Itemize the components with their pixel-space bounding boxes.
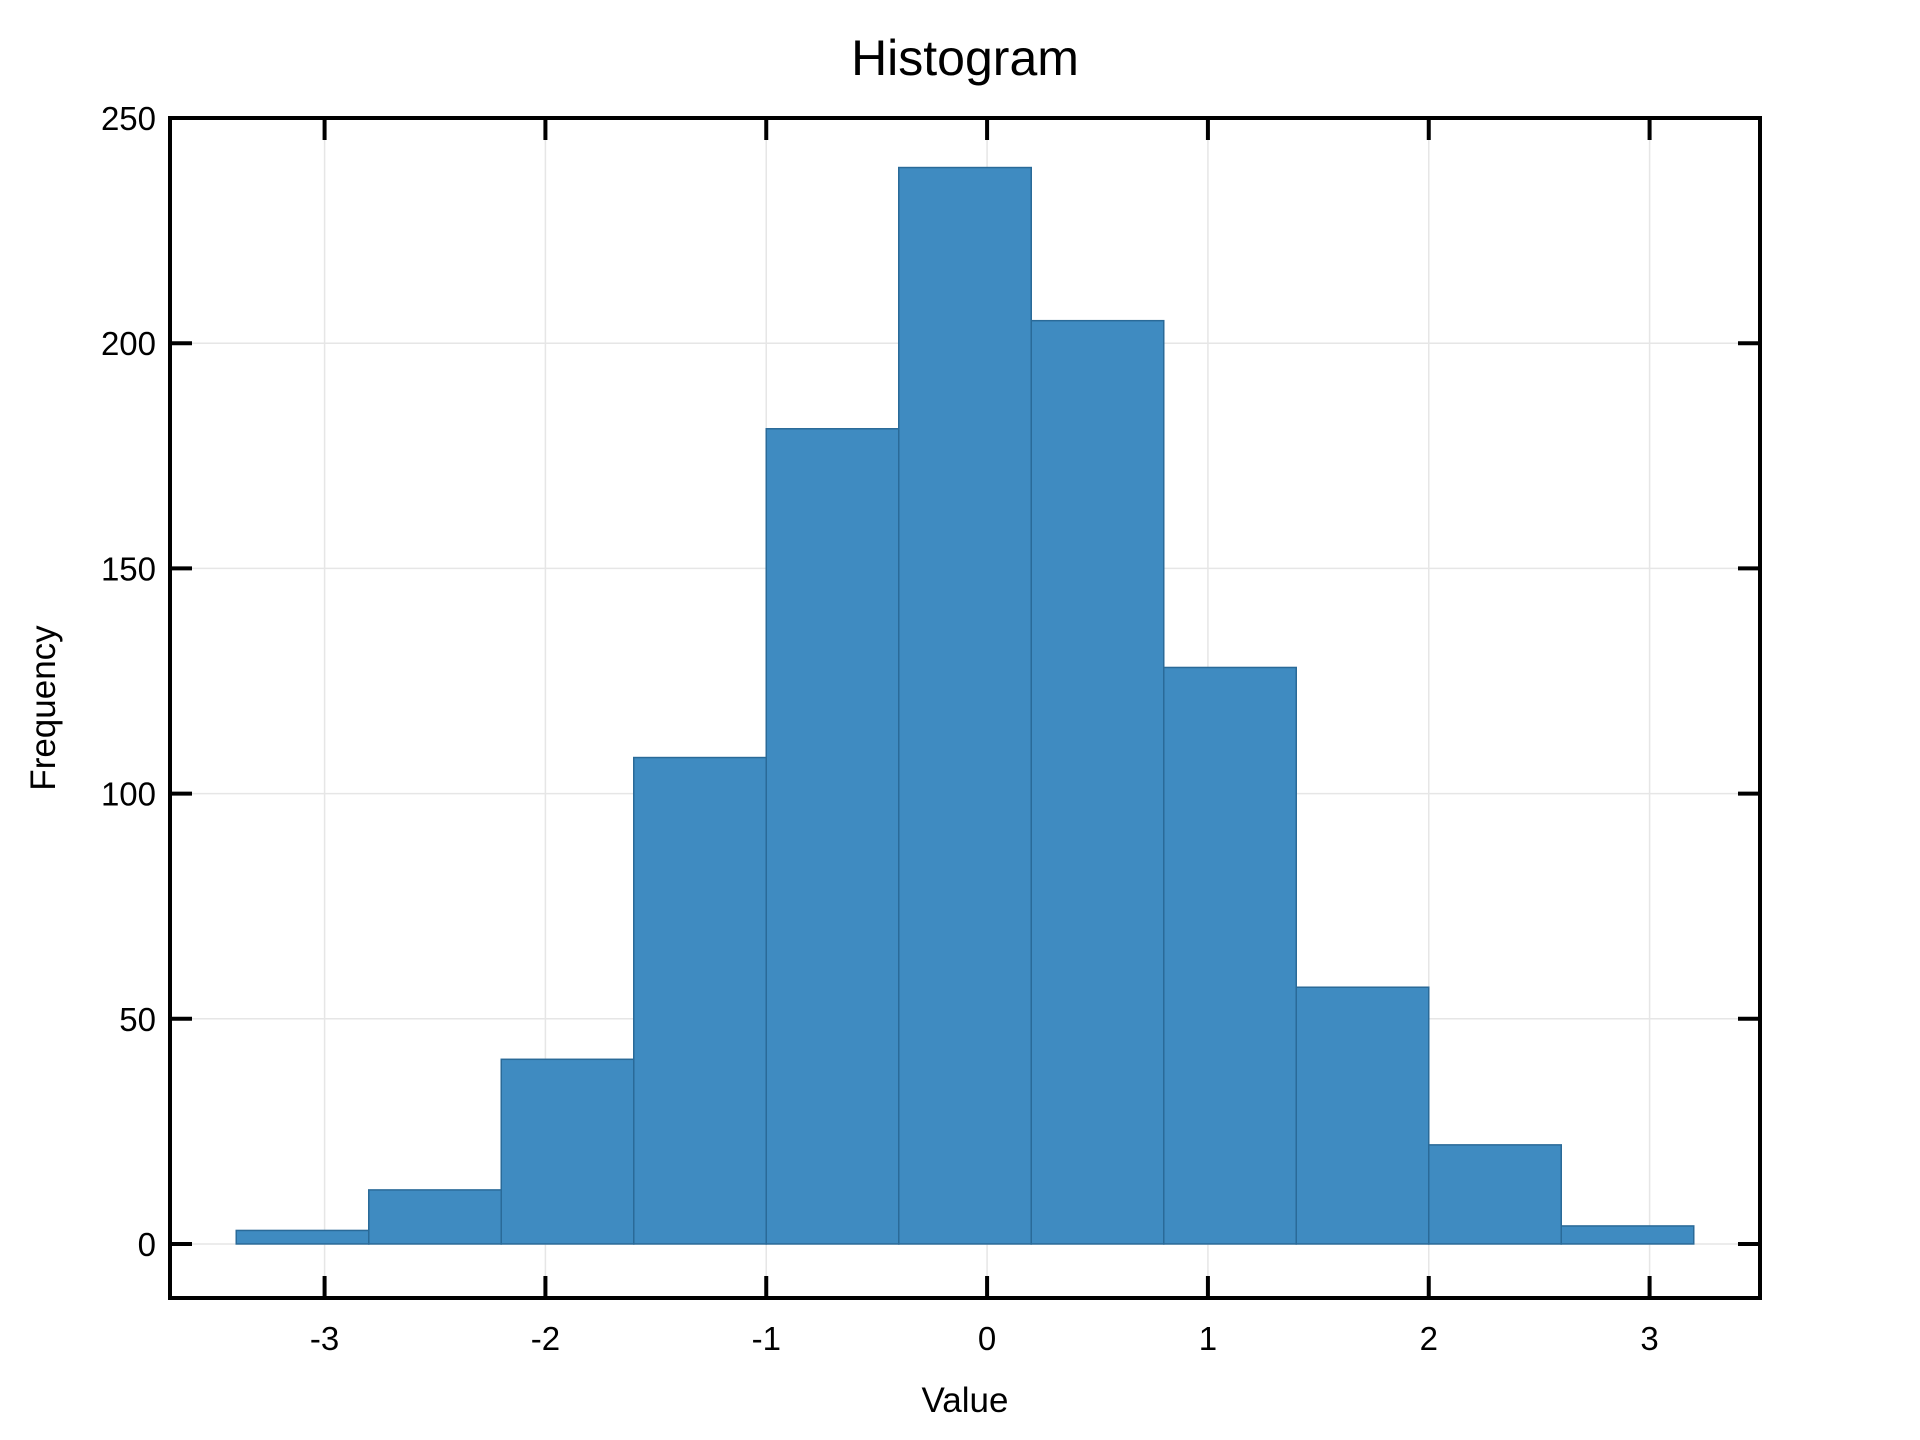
x-tick-label-5: 2 [1420, 1320, 1438, 1357]
ticks: -3 -2 -1 0 1 2 3 0 50 100 150 200 250 [101, 100, 1760, 1357]
histogram-bar-6 [1030, 319, 1165, 1245]
y-tick-label-4: 200 [101, 325, 156, 362]
x-axis-label: Value [922, 1381, 1009, 1420]
histogram-bar-2 [500, 1058, 635, 1245]
y-tick-label-3: 150 [101, 550, 156, 587]
x-tick-label-2: -1 [752, 1320, 781, 1357]
histogram-bar-7 [1163, 666, 1297, 1245]
y-axis-label: Frequency [24, 625, 63, 791]
histogram-bar-8 [1295, 986, 1430, 1245]
histogram-bar-3 [633, 756, 767, 1245]
x-tick-label-3: 0 [978, 1320, 996, 1357]
y-tick-label-2: 100 [101, 776, 156, 813]
histogram-bar-9 [1428, 1144, 1562, 1245]
x-tick-label-0: -3 [310, 1320, 339, 1357]
y-tick-label-1: 50 [119, 1001, 156, 1038]
plot-frame [168, 116, 1762, 1300]
x-tick-label-4: 1 [1199, 1320, 1217, 1357]
y-tick-label-0: 0 [138, 1226, 156, 1263]
histogram-bar-1 [368, 1189, 502, 1245]
histogram-bar-0 [235, 1229, 370, 1245]
chart-title: Histogram [851, 30, 1079, 86]
histogram-bar-5 [898, 166, 1032, 1245]
bars [235, 166, 1695, 1245]
histogram-bar-4 [765, 428, 900, 1245]
y-tick-label-5: 250 [101, 100, 156, 137]
x-tick-label-1: -2 [531, 1320, 560, 1357]
histogram-bar-10 [1560, 1225, 1695, 1245]
x-tick-label-6: 3 [1640, 1320, 1658, 1357]
